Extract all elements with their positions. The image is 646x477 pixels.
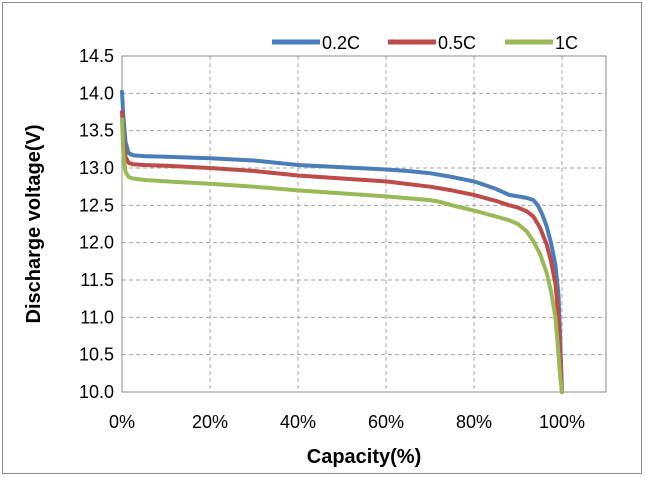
legend: 0.2C 0.5C 1C (272, 33, 578, 53)
series-line-0.2C (120, 89, 564, 394)
series-line-0.5C (120, 110, 564, 394)
y-tick-label: 12.0 (79, 233, 114, 253)
x-tick-label: 60% (368, 412, 404, 432)
y-tick-label: 14.0 (79, 83, 114, 103)
y-tick-label: 13.5 (79, 121, 114, 141)
y-axis-title: Discharge voltage(V) (23, 125, 45, 324)
y-tick-label: 10.5 (79, 345, 114, 365)
plot-area (121, 55, 607, 393)
plot-border (121, 55, 607, 393)
y-tick-label: 13.0 (79, 158, 114, 178)
x-tick-label: 0% (109, 412, 135, 432)
x-tick-label: 100% (539, 412, 585, 432)
y-tick-label: 11.0 (80, 307, 114, 327)
legend-label-0.5C: 0.5C (438, 33, 476, 53)
y-tick-label: 12.5 (79, 195, 114, 215)
gridlines (122, 55, 606, 392)
x-axis-title: Capacity(%) (307, 446, 421, 468)
x-tick-label: 40% (280, 412, 316, 432)
x-tick-labels: 0% 20% 40% 60% 80% 100% (109, 412, 585, 432)
series-line-1C (120, 117, 564, 394)
y-tick-label: 14.5 (79, 46, 114, 66)
x-tick-label: 20% (192, 412, 228, 432)
y-tick-label: 11.5 (80, 270, 114, 290)
x-tick-label: 80% (456, 412, 492, 432)
legend-label-1C: 1C (555, 33, 578, 53)
y-tick-labels: 10.0 10.5 11.0 11.5 12.0 12.5 13.0 13.5 14.0 14.5 (79, 46, 114, 402)
series-lines (120, 89, 564, 394)
y-tick-label: 10.0 (79, 382, 114, 402)
legend-label-0.2C: 0.2C (322, 33, 360, 53)
